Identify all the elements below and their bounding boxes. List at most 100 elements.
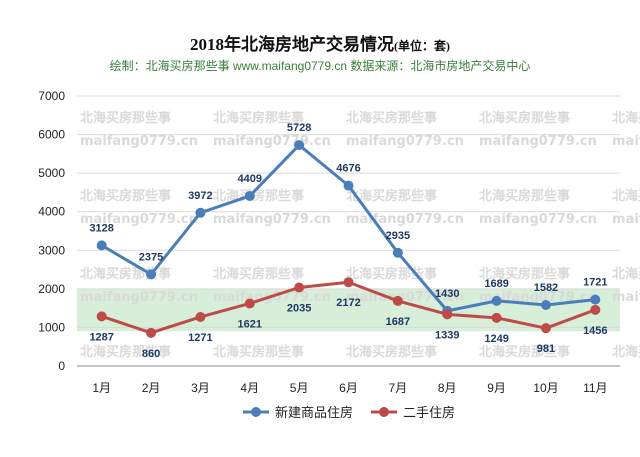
x-tick-label: 1月	[92, 381, 111, 395]
data-label: 2935	[386, 230, 410, 242]
data-label: 1456	[583, 325, 607, 337]
data-label: 3128	[89, 222, 113, 234]
title-unit: (单位：套)	[394, 39, 450, 53]
data-label: 2035	[287, 303, 311, 315]
watermark-text: maifang0779.cn	[80, 212, 198, 227]
data-point	[244, 298, 255, 309]
data-point	[343, 180, 354, 191]
data-point	[146, 327, 157, 338]
watermark-text: maifang0779.cn	[479, 134, 597, 149]
data-point	[540, 323, 551, 334]
x-tick-label: 8月	[438, 381, 457, 395]
watermark-text: 北海买房那些事	[80, 110, 171, 126]
watermark-text: 北海买房那些事	[612, 188, 640, 204]
watermark-text: 北海买房那些事	[479, 344, 570, 360]
data-label: 1621	[238, 318, 262, 330]
watermark-text: maifang0779.cn	[80, 134, 198, 149]
watermark-text: 北海买房那些事	[346, 344, 437, 360]
chart-subtitle: 绘制：北海买房那些事 www.maifang0779.cn 数据来源：北海市房地…	[109, 59, 531, 73]
data-point	[294, 140, 305, 151]
x-tick-label: 2月	[142, 381, 161, 395]
chart-title: 2018年北海房地产交易情况(单位：套)	[0, 30, 640, 55]
data-point	[442, 309, 453, 320]
data-point	[195, 311, 206, 322]
watermark-text: 北海买房那些事	[346, 188, 437, 204]
watermark-text: maifang0779.cn	[213, 134, 331, 149]
data-point	[146, 269, 157, 280]
data-label: 1430	[435, 288, 459, 300]
data-label: 1689	[484, 278, 508, 290]
data-label: 981	[537, 343, 555, 355]
watermark-text: maifang0779.cn	[346, 134, 464, 149]
data-label: 3972	[188, 190, 212, 202]
watermark-text: 北海买房那些事	[479, 266, 570, 282]
watermark-text: 北海买房那些事	[80, 344, 171, 360]
watermark-text: 北海买房那些事	[612, 110, 640, 126]
data-point	[590, 294, 601, 305]
legend-label: 二手住房	[403, 405, 455, 420]
watermark-text: 北海买房那些事	[213, 188, 304, 204]
watermark-text: maifang0779.cn	[346, 212, 464, 227]
data-label: 860	[142, 348, 160, 360]
data-label: 1249	[484, 333, 508, 345]
y-tick-label: 2000	[38, 282, 65, 296]
y-tick-label: 7000	[38, 89, 65, 103]
watermark-text: 北海买房那些事	[346, 110, 437, 126]
data-label: 4409	[238, 173, 262, 185]
data-point	[392, 295, 403, 306]
watermark-text: maifang0779.cn	[479, 212, 597, 227]
y-tick-label: 3000	[38, 243, 65, 257]
data-point	[96, 311, 107, 322]
title-text: 2018年北海房地产交易情况	[190, 35, 394, 54]
y-tick-label: 5000	[38, 166, 65, 180]
data-label: 2375	[139, 251, 163, 263]
data-label: 1721	[583, 277, 607, 289]
data-point	[491, 312, 502, 323]
y-tick-label: 1000	[38, 320, 65, 334]
data-point	[491, 295, 502, 306]
watermark-text: maifang0779.cn	[80, 290, 198, 305]
y-tick-label: 4000	[38, 205, 65, 219]
data-label: 1339	[435, 329, 459, 341]
data-point	[195, 207, 206, 218]
x-tick-label: 9月	[487, 381, 506, 395]
watermark-text: 北海买房那些事	[213, 110, 304, 126]
x-tick-label: 10月	[533, 381, 558, 395]
data-label: 1271	[188, 332, 212, 344]
data-point	[294, 282, 305, 293]
x-tick-label: 3月	[191, 381, 210, 395]
data-point	[540, 299, 551, 310]
watermark-text: 北海买房那些事	[612, 344, 640, 360]
watermark-text: 北海买房那些事	[213, 266, 304, 282]
data-point	[343, 277, 354, 288]
x-tick-label: 6月	[339, 381, 358, 395]
watermark-text: 北海买房那些事	[612, 266, 640, 282]
legend-label: 新建商品住房	[275, 405, 353, 420]
data-point	[392, 247, 403, 258]
x-tick-label: 7月	[389, 381, 408, 395]
x-tick-label: 11月	[583, 381, 607, 395]
data-point	[244, 190, 255, 201]
data-point	[590, 304, 601, 315]
watermark-text: 北海买房那些事	[213, 344, 304, 360]
y-tick-label: 0	[58, 359, 65, 373]
legend-swatch-marker	[251, 407, 261, 417]
watermark-text: 北海买房那些事	[346, 266, 437, 282]
watermark-text: maifang0779.cn	[612, 212, 640, 227]
data-label: 5728	[287, 122, 311, 134]
x-tick-label: 4月	[240, 381, 259, 395]
data-label: 1582	[534, 282, 558, 294]
data-label: 1287	[89, 331, 113, 343]
y-tick-label: 6000	[38, 128, 65, 142]
data-label: 2172	[336, 297, 360, 309]
data-label: 4676	[336, 163, 360, 175]
watermark-text: maifang0779.cn	[612, 290, 640, 305]
x-tick-label: 5月	[290, 381, 309, 395]
watermark-text: maifang0779.cn	[213, 212, 331, 227]
watermark-text: 北海买房那些事	[479, 110, 570, 126]
legend-swatch-marker	[379, 407, 389, 417]
watermark-text: maifang0779.cn	[612, 134, 640, 149]
watermark-text: 北海买房那些事	[80, 188, 171, 204]
watermark-text: 北海买房那些事	[479, 188, 570, 204]
